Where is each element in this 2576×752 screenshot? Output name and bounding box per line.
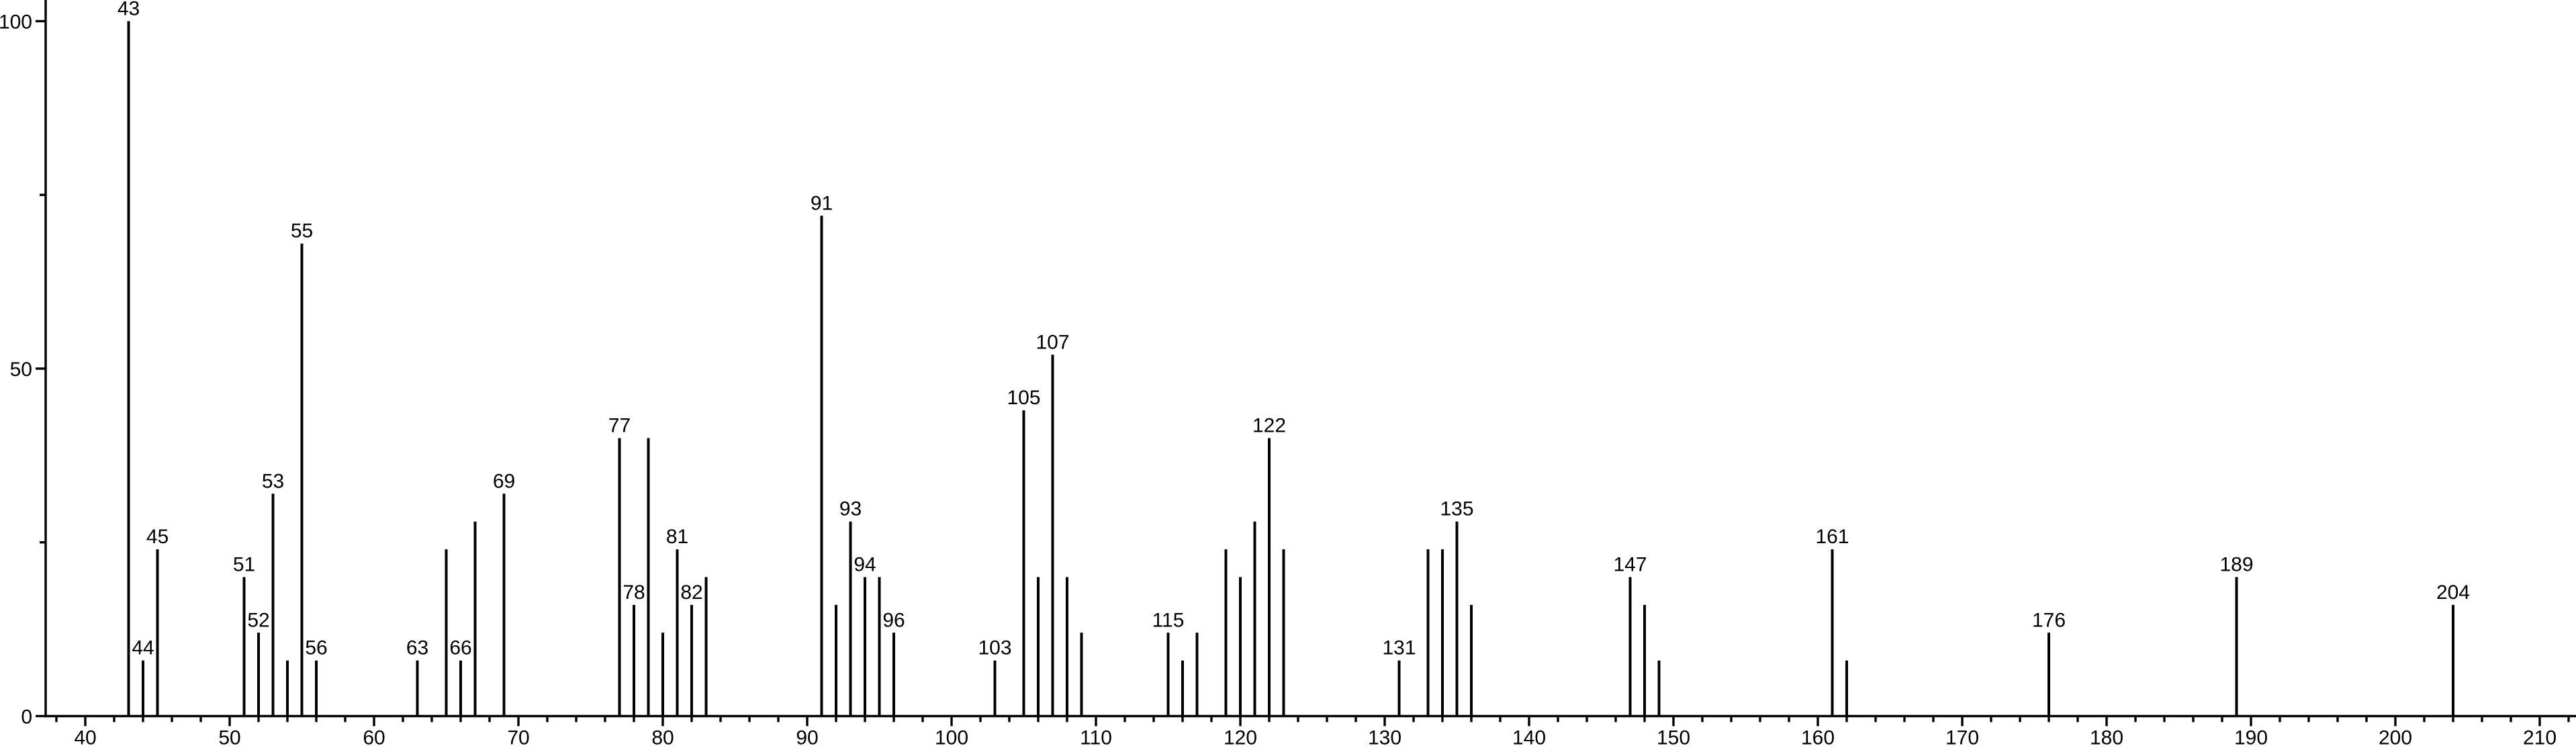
x-axis-tick-label: 50 (218, 727, 240, 749)
peak-label-mz-93: 93 (839, 498, 862, 520)
peak-label-mz-147: 147 (1613, 554, 1647, 576)
peak-label-mz-52: 52 (247, 609, 269, 631)
x-axis-tick-label: 60 (363, 727, 385, 749)
peak-label-mz-115: 115 (1152, 609, 1185, 631)
x-axis-tick-label: 200 (2379, 727, 2412, 749)
x-axis-tick-label: 190 (2234, 727, 2268, 749)
x-axis-tick-label: 180 (2090, 727, 2123, 749)
peak-label-mz-44: 44 (132, 637, 154, 659)
peak-label-mz-105: 105 (1007, 387, 1040, 409)
y-axis-tick-label: 50 (10, 359, 32, 381)
peak-label-mz-103: 103 (978, 637, 1011, 659)
peak-label-mz-82: 82 (680, 581, 702, 604)
peak-label-mz-78: 78 (623, 581, 645, 604)
x-axis-tick-label: 110 (1080, 727, 1112, 749)
peak-label-mz-43: 43 (118, 0, 140, 20)
x-axis-tick-label: 130 (1368, 727, 1401, 749)
peak-label-mz-176: 176 (2032, 609, 2066, 631)
x-axis-tick-label: 100 (935, 727, 968, 749)
peak-label-mz-69: 69 (493, 470, 515, 492)
peak-label-mz-135: 135 (1440, 498, 1473, 520)
x-axis-tick-label: 170 (1945, 727, 1979, 749)
y-axis-tick-label: 100 (0, 11, 32, 33)
x-axis-tick-label: 70 (507, 727, 529, 749)
peak-label-mz-94: 94 (854, 554, 876, 576)
x-axis-tick-label: 150 (1657, 727, 1690, 749)
peak-label-mz-189: 189 (2219, 554, 2253, 576)
x-axis-tick-label: 80 (651, 727, 674, 749)
peak-label-mz-96: 96 (882, 609, 905, 631)
x-axis-tick-label: 210 (2523, 727, 2557, 749)
peak-label-mz-91: 91 (811, 192, 833, 214)
peak-label-mz-131: 131 (1382, 637, 1416, 659)
x-axis-tick-label: 90 (796, 727, 818, 749)
peak-label-mz-53: 53 (262, 470, 284, 492)
peak-label-mz-122: 122 (1252, 415, 1286, 437)
peak-label-mz-107: 107 (1036, 331, 1069, 353)
peak-label-mz-204: 204 (2436, 581, 2470, 604)
peak-label-mz-161: 161 (1815, 526, 1849, 548)
peak-label-mz-81: 81 (666, 526, 688, 548)
peak-label-mz-63: 63 (406, 637, 428, 659)
x-axis-tick-label: 140 (1512, 727, 1546, 749)
x-axis-tick-label: 160 (1801, 727, 1835, 749)
y-axis-tick-label: 0 (21, 706, 32, 728)
peak-label-mz-56: 56 (305, 637, 327, 659)
x-axis-tick-label: 40 (74, 727, 96, 749)
peak-label-mz-66: 66 (449, 637, 471, 659)
peak-label-mz-45: 45 (146, 526, 169, 548)
peak-label-mz-51: 51 (233, 554, 255, 576)
x-axis-tick-label: 120 (1224, 727, 1257, 749)
peak-label-mz-77: 77 (608, 415, 631, 437)
peak-label-mz-55: 55 (291, 220, 313, 242)
